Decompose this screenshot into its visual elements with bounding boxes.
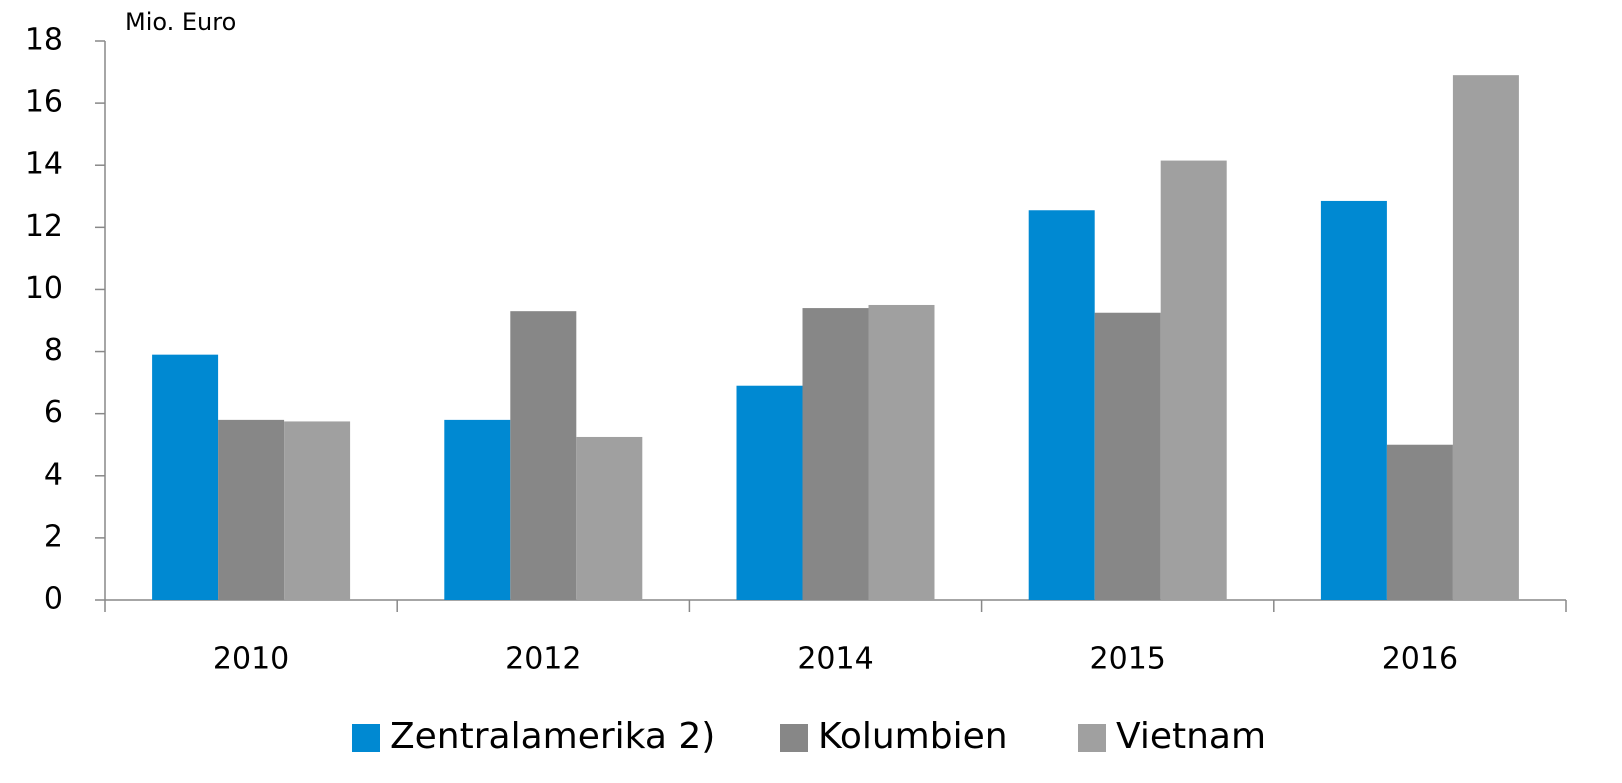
x-tick-label: 2015 [1090,642,1166,677]
y-tick-label: 0 [44,582,63,617]
bar [1452,75,1519,600]
bar [444,419,511,600]
bar [1094,312,1161,600]
y-axis-label: Mio. Euro [125,8,236,36]
legend-swatch [780,724,808,752]
legend-label: Vietnam [1116,716,1266,757]
bar [802,308,869,600]
y-tick-label: 14 [25,147,63,182]
y-tick-label: 12 [25,209,63,244]
bar [1028,210,1095,600]
bar [284,421,351,600]
y-tick-label: 10 [25,271,63,306]
y-tick-label: 16 [25,85,63,120]
bar [868,304,935,600]
y-tick-label: 4 [44,457,63,492]
legend-label: Zentralamerika 2) [390,716,715,757]
y-tick-label: 8 [44,333,63,368]
bar [1320,200,1387,601]
legend-label: Kolumbien [818,716,1008,757]
bar [218,419,285,600]
bar [1160,160,1227,600]
x-tick-label: 2014 [797,642,873,677]
y-tick-label: 2 [44,519,63,554]
bar [736,385,803,600]
x-tick-label: 2010 [213,642,289,677]
x-tick-label: 2012 [505,642,581,677]
legend-swatch [352,724,380,752]
legend-swatch [1078,724,1106,752]
y-tick-label: 18 [25,23,63,58]
bar [152,354,219,600]
bar [1386,444,1453,600]
bar [576,436,643,600]
x-tick-label: 2016 [1382,642,1458,677]
bar [510,311,577,600]
y-tick-label: 6 [44,395,63,430]
